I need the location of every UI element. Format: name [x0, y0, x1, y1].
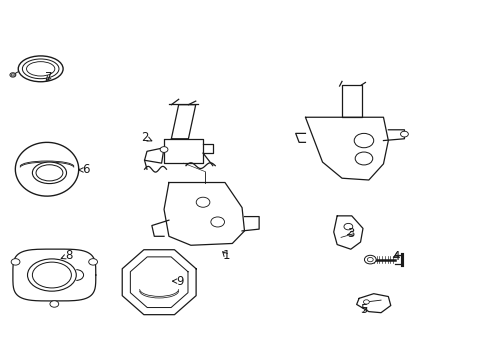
Circle shape	[196, 197, 209, 207]
Circle shape	[50, 301, 59, 307]
Text: 5: 5	[360, 303, 367, 316]
Circle shape	[353, 134, 373, 148]
Text: 8: 8	[61, 249, 73, 262]
Circle shape	[343, 224, 352, 230]
Text: 9: 9	[172, 275, 183, 288]
Circle shape	[160, 147, 167, 152]
Ellipse shape	[27, 259, 76, 291]
Text: 4: 4	[391, 249, 399, 262]
Text: 2: 2	[141, 131, 152, 144]
Ellipse shape	[18, 56, 63, 82]
Text: 1: 1	[222, 249, 229, 262]
Ellipse shape	[32, 162, 66, 184]
Circle shape	[354, 152, 372, 165]
Text: 7: 7	[44, 71, 52, 84]
Circle shape	[210, 217, 224, 227]
Text: 6: 6	[79, 163, 90, 176]
Circle shape	[364, 255, 375, 264]
Circle shape	[88, 258, 97, 265]
Circle shape	[363, 300, 368, 304]
Text: 3: 3	[346, 227, 354, 240]
Circle shape	[11, 258, 20, 265]
Circle shape	[10, 73, 16, 77]
Circle shape	[400, 131, 407, 137]
